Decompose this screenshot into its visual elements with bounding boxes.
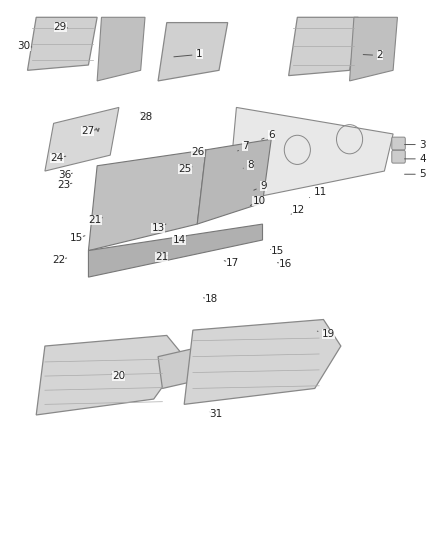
Text: 14: 14	[172, 235, 186, 245]
Polygon shape	[28, 17, 97, 70]
Text: 6: 6	[261, 130, 275, 140]
Text: 23: 23	[57, 180, 72, 190]
Polygon shape	[228, 108, 393, 203]
Text: 5: 5	[405, 169, 426, 179]
Polygon shape	[97, 17, 145, 81]
FancyBboxPatch shape	[392, 150, 405, 163]
Text: 21: 21	[155, 253, 168, 262]
Text: 28: 28	[139, 112, 152, 122]
Text: 4: 4	[405, 154, 426, 164]
Text: 27: 27	[81, 126, 96, 136]
Text: 9: 9	[254, 181, 267, 191]
Polygon shape	[88, 150, 206, 251]
Text: 36: 36	[58, 171, 72, 180]
Text: 8: 8	[243, 160, 254, 169]
Text: 7: 7	[238, 141, 248, 151]
Text: 15: 15	[70, 233, 85, 244]
Text: 12: 12	[291, 205, 305, 215]
Text: 20: 20	[112, 371, 125, 381]
Text: 30: 30	[18, 42, 32, 52]
FancyBboxPatch shape	[392, 137, 405, 150]
Text: 15: 15	[271, 246, 284, 256]
Text: 11: 11	[310, 187, 327, 198]
Text: 16: 16	[277, 259, 292, 269]
Text: 19: 19	[318, 329, 336, 339]
Polygon shape	[88, 224, 262, 277]
Text: 24: 24	[50, 153, 66, 163]
Polygon shape	[289, 17, 358, 76]
Text: 29: 29	[53, 22, 67, 32]
Polygon shape	[158, 22, 228, 81]
Text: 22: 22	[52, 255, 67, 265]
Polygon shape	[45, 108, 119, 171]
Polygon shape	[158, 341, 232, 389]
Text: 21: 21	[88, 215, 102, 225]
Text: 25: 25	[178, 164, 192, 174]
Text: 1: 1	[174, 50, 203, 59]
Polygon shape	[350, 17, 397, 81]
Text: 26: 26	[191, 147, 205, 157]
Polygon shape	[36, 335, 184, 415]
Text: 2: 2	[363, 51, 383, 60]
Text: 31: 31	[209, 409, 222, 419]
Text: 13: 13	[152, 223, 166, 233]
Text: 3: 3	[405, 140, 426, 150]
Text: 17: 17	[224, 259, 240, 268]
Text: 10: 10	[251, 196, 265, 206]
Polygon shape	[184, 319, 341, 405]
Polygon shape	[197, 139, 271, 224]
Text: 18: 18	[203, 294, 218, 304]
